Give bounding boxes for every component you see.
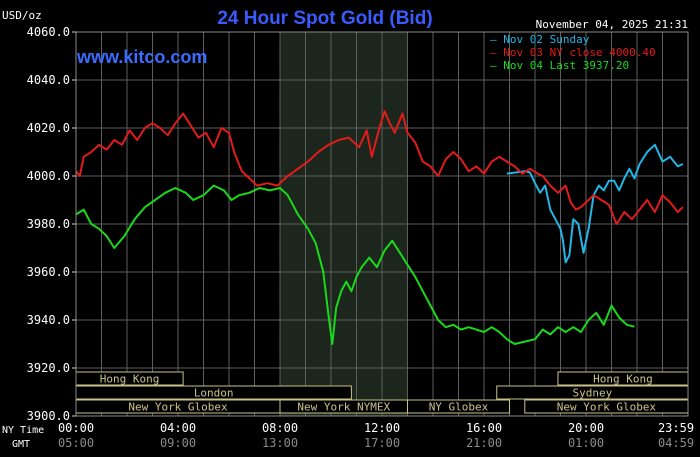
series-line [75, 184, 635, 345]
x-tick-ny: 04:00 [160, 421, 196, 435]
unit-label: USD/oz [2, 9, 42, 22]
y-tick-label: 3900.0 [27, 409, 70, 423]
y-tick-label: 4060.0 [27, 25, 70, 39]
x-tick-ny: 00:00 [58, 421, 94, 435]
x-tick-ny: 08:00 [262, 421, 298, 435]
x-tick-ny: 20:00 [568, 421, 604, 435]
x-tick-gmt: 09:00 [160, 436, 196, 450]
market-box: NY Globex [407, 399, 510, 414]
x-tick-gmt: 01:00 [568, 436, 604, 450]
market-box: New York Globex [524, 399, 689, 414]
legend-last: – Nov 04 Last 3937.20 [490, 59, 629, 72]
market-label: Hong Kong [593, 373, 653, 386]
ny-time-label: NY Time [2, 425, 44, 436]
market-box: Sydney [496, 385, 689, 400]
x-tick-ny: 16:00 [466, 421, 502, 435]
market-box: New York NYMEX [279, 399, 408, 414]
x-tick-gmt: 17:00 [364, 436, 400, 450]
x-tick-ny: 23:59 [658, 421, 694, 435]
x-tick-ny: 12:00 [364, 421, 400, 435]
chart-grid [76, 32, 688, 416]
y-tick-label: 4000.0 [27, 169, 70, 183]
market-label: New York Globex [557, 401, 657, 414]
series-line [506, 143, 684, 264]
x-tick-gmt: 13:00 [262, 436, 298, 450]
price-series [75, 110, 684, 345]
market-label: New York NYMEX [297, 401, 390, 414]
market-box: London [75, 385, 352, 400]
x-tick-gmt: 21:00 [466, 436, 502, 450]
market-label: NY Globex [429, 401, 489, 414]
y-tick-label: 3980.0 [27, 217, 70, 231]
series-line [75, 110, 684, 225]
legend: – Nov 02 Sunday – Nov 03 NY close 4000.4… [490, 33, 656, 72]
market-label: Sydney [573, 387, 613, 400]
y-tick-label: 3940.0 [27, 313, 70, 327]
market-label: Hong Kong [100, 373, 160, 386]
timestamp: November 04, 2025 21:31 [536, 18, 688, 31]
kitco-watermark: www.kitco.com [76, 47, 207, 67]
legend-sunday: – Nov 02 Sunday [490, 33, 590, 46]
market-label: New York Globex [128, 401, 228, 414]
y-tick-label: 3920.0 [27, 361, 70, 375]
market-box: Hong Kong [557, 371, 689, 386]
gmt-label: GMT [12, 439, 30, 450]
y-axis-ticks: 4060.0 4040.0 4020.0 4000.0 3980.0 3960.0 3940… [27, 25, 76, 423]
y-tick-label: 3960.0 [27, 265, 70, 279]
legend-ny-close: – Nov 03 NY close 4000.40 [490, 46, 656, 59]
y-tick-label: 4020.0 [27, 121, 70, 135]
market-label: London [194, 387, 234, 400]
market-box: Hong Kong [75, 371, 184, 386]
y-tick-label: 4040.0 [27, 73, 70, 87]
x-tick-gmt: 05:00 [58, 436, 94, 450]
chart-title: 24 Hour Spot Gold (Bid) [217, 8, 432, 29]
x-tick-gmt: 04:59 [658, 436, 694, 450]
market-box: New York Globex [75, 399, 281, 414]
